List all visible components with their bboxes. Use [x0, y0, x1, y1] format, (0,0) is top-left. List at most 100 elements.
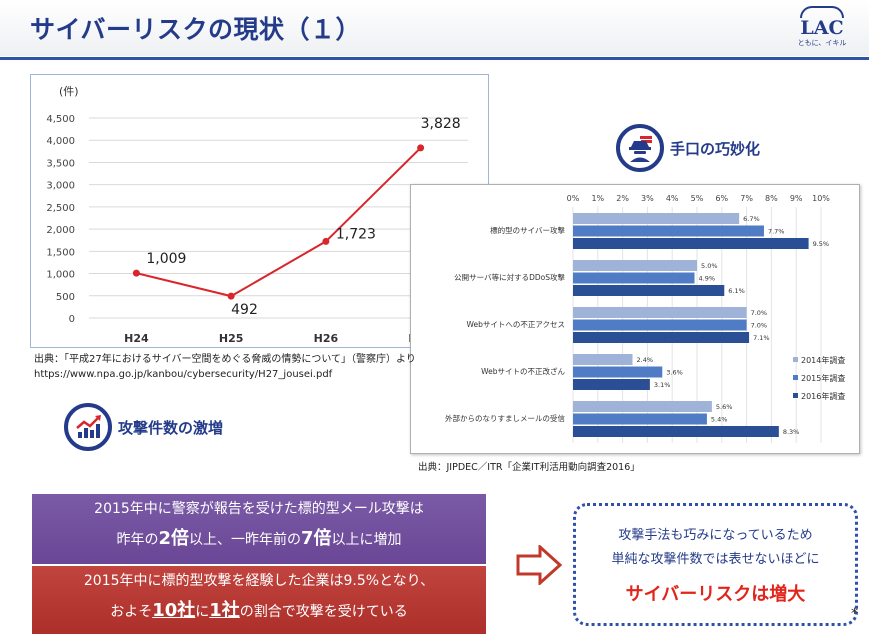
bar — [573, 213, 740, 224]
legend-swatch — [793, 393, 798, 398]
bar — [573, 332, 750, 343]
x-tick-label: H25 — [219, 332, 244, 345]
legend-swatch — [793, 357, 798, 362]
banner-2-line-1: 2015年中に標的型攻撃を経験した企業は9.5%となり、 — [83, 573, 435, 589]
bar — [573, 366, 663, 378]
y-tick-label: 0 — [69, 314, 75, 325]
x-tick-label: 4% — [666, 194, 679, 203]
bar — [573, 401, 712, 412]
header: サイバーリスクの現状（１） LAC ともに、イキル — [0, 0, 869, 56]
legend-swatch — [793, 375, 798, 380]
bar-value-label: 5.4% — [711, 416, 728, 424]
bar — [573, 413, 707, 425]
y-tick-label: 2,000 — [46, 225, 75, 236]
hacker-icon — [616, 124, 664, 172]
category-label: 外部からのなりすましメールの受信 — [445, 413, 565, 423]
data-point — [132, 269, 140, 277]
bar — [573, 379, 650, 390]
x-tick-label: H26 — [314, 332, 339, 345]
footnote-marker: * — [851, 606, 858, 622]
bar — [573, 225, 764, 237]
callout-line-1: 攻撃手法も巧みになっているため — [618, 528, 813, 543]
y-tick-label: 3,500 — [46, 158, 75, 169]
bar — [573, 319, 747, 331]
bar — [573, 238, 809, 249]
legend-label: 2016年調査 — [801, 391, 845, 401]
source-1-title: 出典：「平成27年におけるサイバー空間をめぐる脅威の情勢について」（警察庁）より — [34, 354, 416, 365]
logo-text: LAC — [800, 17, 844, 39]
data-label: 1,009 — [146, 251, 186, 267]
banner-1-line-2: 昨年の2倍以上、一昨年前の7倍以上に増加 — [116, 528, 402, 549]
bar-value-label: 5.6% — [716, 403, 733, 411]
bar — [573, 307, 747, 318]
y-tick-label: 4,500 — [46, 114, 75, 125]
bar-value-label: 5.0% — [701, 262, 718, 270]
x-tick-label: 6% — [715, 194, 728, 203]
y-axis-unit: (件) — [59, 85, 79, 98]
right-arrow-icon — [516, 545, 562, 585]
logo-tagline: ともに、イキル — [797, 39, 847, 47]
x-tick-label: 7% — [740, 194, 753, 203]
category-label: 公開サーバ等に対するDDoS攻撃 — [454, 272, 565, 282]
y-tick-label: 500 — [56, 292, 75, 303]
header-divider — [0, 57, 869, 60]
bar — [573, 426, 779, 437]
line-chart-svg: (件) 0 500 1,000 1,500 2,000 2,500 3,000 3,500 4,0… — [46, 85, 468, 345]
bar — [573, 354, 633, 365]
data-label: 3,828 — [421, 116, 461, 132]
data-line — [136, 147, 422, 298]
callout-line-2: 単純な攻撃件数では表せないほどに — [611, 552, 820, 567]
x-tick-label: 9% — [790, 194, 803, 203]
source-1-url: https://www.npa.go.jp/kanbou/cybersecuri… — [34, 369, 333, 380]
data-label: 492 — [231, 302, 258, 318]
y-tick-label: 3,000 — [46, 181, 75, 192]
banner-2-line-2: およそ10社に1社の割合で攻撃を受けている — [110, 600, 408, 621]
badge-attack-label: 攻撃件数の激増 — [118, 418, 224, 437]
y-tick-label: 4,000 — [46, 136, 75, 147]
bar-value-label: 2.4% — [637, 356, 654, 364]
bar-value-label: 3.6% — [666, 369, 683, 377]
callout-emphasis: サイバーリスクは増大 — [625, 584, 806, 605]
page-title: サイバーリスクの現状（１） — [30, 15, 362, 44]
category-label: Webサイトの不正改ざん — [481, 366, 565, 376]
bar — [573, 272, 695, 284]
x-tick-label: 10% — [812, 194, 830, 203]
data-point — [417, 144, 425, 152]
source-note-2: 出典：JIPDEC／ITR「企業IT利活用動向調査2016」 — [418, 462, 640, 473]
x-tick-label: 5% — [691, 194, 704, 203]
survey-bar-chart: 0% 1% 2% 3% 4% 5% 6% 7% 8% 9% 10% 標的型のサイバー攻撃 6.7% 7.7… — [410, 184, 860, 454]
x-tick-label: H24 — [124, 332, 149, 345]
badge-attack: 攻撃件数の激増 — [64, 403, 223, 451]
bar-value-label: 7.1% — [753, 334, 770, 342]
bar-value-label: 6.7% — [743, 215, 760, 223]
data-label: 1,723 — [336, 226, 376, 242]
bar-value-label: 4.9% — [699, 275, 716, 283]
bar-value-label: 7.0% — [751, 309, 768, 317]
category-label: 標的型のサイバー攻撃 — [490, 225, 565, 235]
bar-value-label: 8.3% — [783, 428, 800, 436]
banner-1-line-1: 2015年中に警察が報告を受けた標的型メール攻撃は — [94, 501, 424, 517]
y-tick-label: 1,500 — [46, 247, 75, 258]
badge-method-label: 手口の巧妙化 — [670, 139, 761, 158]
risk-callout: 攻撃手法も巧みになっているため 単純な攻撃件数では表せないほどに サイバーリスク… — [573, 503, 858, 626]
legend-label: 2015年調査 — [801, 373, 845, 383]
bar-chart-svg: 0% 1% 2% 3% 4% 5% 6% 7% 8% 9% 10% 標的型のサイバー攻撃 6.7% 7.7… — [445, 194, 845, 443]
data-point — [227, 292, 235, 300]
data-point — [322, 237, 330, 245]
x-tick-label: 1% — [591, 194, 604, 203]
x-tick-label: 0% — [567, 194, 580, 203]
bar-value-label: 6.1% — [728, 287, 745, 295]
bar-value-label: 7.0% — [751, 322, 768, 330]
y-tick-label: 1,000 — [46, 270, 75, 281]
x-tick-label: 3% — [641, 194, 654, 203]
banner-email-attacks: 2015年中に警察が報告を受けた標的型メール攻撃は 昨年の2倍以上、一昨年前の7… — [32, 494, 486, 564]
bar-value-label: 7.7% — [768, 228, 785, 236]
x-tick-label: 8% — [765, 194, 778, 203]
bar-value-label: 3.1% — [654, 381, 671, 389]
category-label: Webサイトへの不正アクセス — [467, 320, 565, 329]
bar — [573, 260, 697, 271]
y-tick-label: 2,500 — [46, 203, 75, 214]
source-note-1: 出典：「平成27年におけるサイバー空間をめぐる脅威の情勢について」（警察庁）より… — [34, 352, 454, 382]
logo: LAC ともに、イキル — [793, 6, 851, 52]
legend-label: 2014年調査 — [801, 355, 845, 365]
